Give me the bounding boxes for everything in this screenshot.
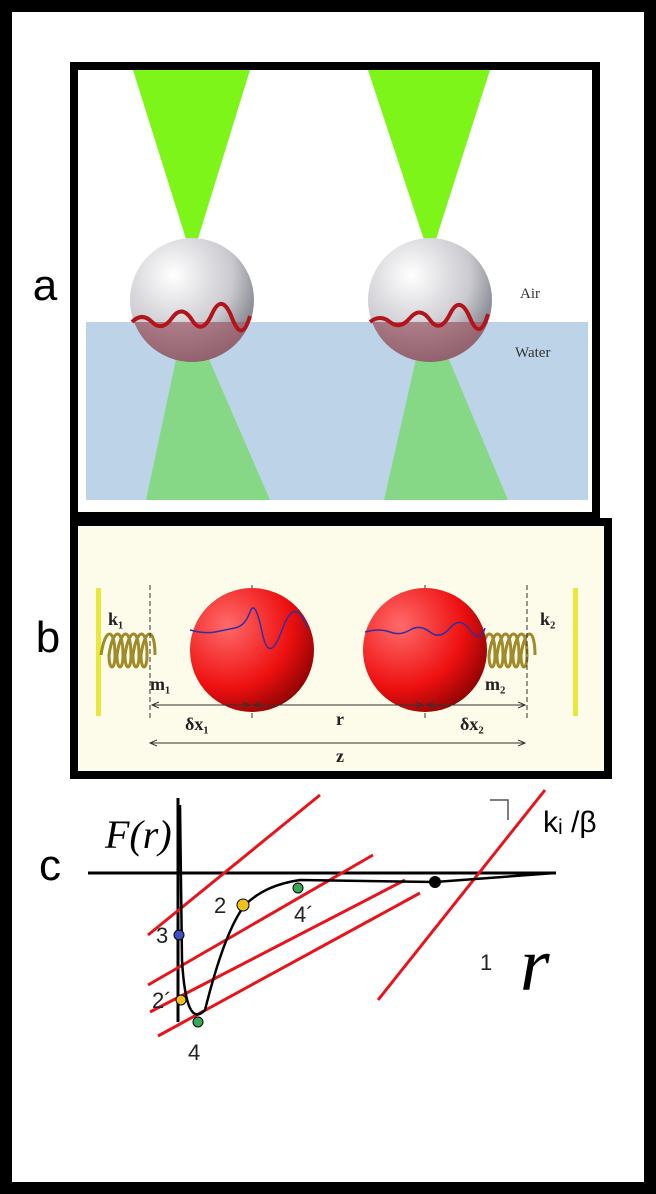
figure: a Air Water b k₁ m₁ k₂ m₂ δx₁ xyxy=(0,0,656,1194)
point-label: 4 xyxy=(188,1040,200,1065)
point xyxy=(174,930,184,940)
point xyxy=(429,876,441,888)
panel-label: c xyxy=(39,841,61,890)
point xyxy=(237,899,249,911)
wall xyxy=(573,588,578,716)
axis-label: F(r) xyxy=(104,812,172,857)
panel-label: b xyxy=(36,613,60,662)
point-label: 4´ xyxy=(294,902,314,927)
axis-label: r xyxy=(520,923,550,1007)
point-label: 2 xyxy=(214,893,226,918)
slope-label: kᵢ /β xyxy=(543,806,597,839)
label: δx₂ xyxy=(460,714,484,734)
label: m₂ xyxy=(485,674,505,694)
label: Water xyxy=(515,345,550,361)
panel-background xyxy=(78,526,604,771)
point xyxy=(193,1017,203,1027)
point xyxy=(293,883,303,893)
label: z xyxy=(336,746,344,766)
label: δx₁ xyxy=(185,714,209,734)
label: r xyxy=(336,709,344,729)
label: k₁ xyxy=(108,609,123,629)
label: m₁ xyxy=(150,674,170,694)
panel-b: b k₁ m₁ k₂ m₂ δx₁ r δx₂ z xyxy=(36,522,608,775)
sphere xyxy=(190,588,314,712)
point xyxy=(176,995,186,1005)
label: Air xyxy=(520,286,540,302)
label: k₂ xyxy=(540,609,555,629)
panel-label: a xyxy=(33,261,58,310)
point-label: 1 xyxy=(480,950,492,975)
sphere xyxy=(363,588,487,712)
point-label: 3 xyxy=(156,923,168,948)
point-label: 2´ xyxy=(152,988,172,1013)
